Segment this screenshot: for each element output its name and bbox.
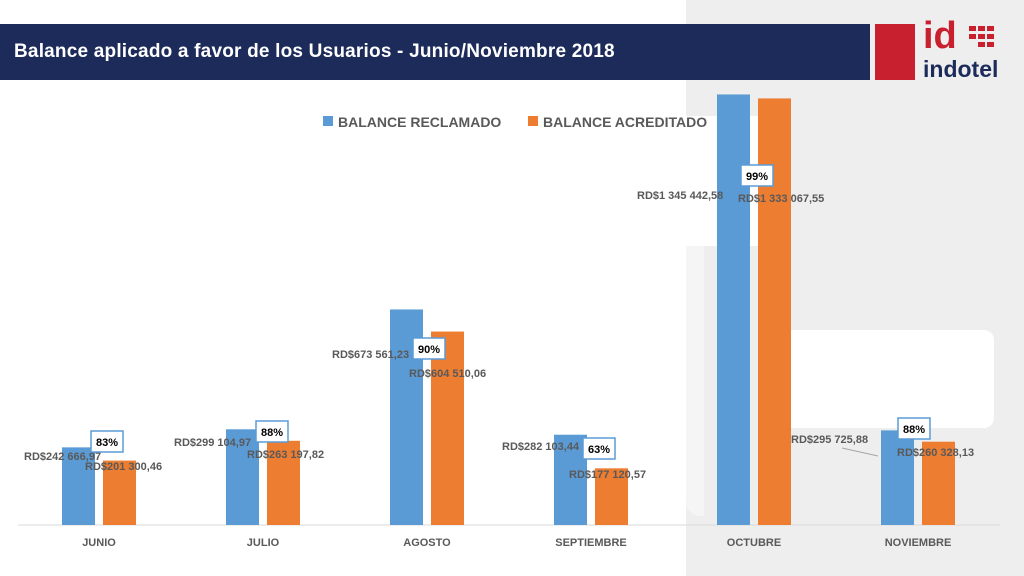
title-bar: Balance aplicado a favor de los Usuarios… [0, 24, 870, 80]
bar-reclamado-septiembre [554, 434, 587, 525]
logo-grid-icon [969, 26, 1001, 50]
percent-box [412, 337, 446, 360]
data-label-acreditado: RD$1 333 067,55 [738, 193, 824, 205]
data-label-acreditado: RD$263 197,82 [247, 449, 324, 461]
data-label-reclamado: RD$299 104,97 [174, 437, 251, 449]
percent-label: 90% [418, 344, 440, 356]
percent-box [90, 430, 124, 453]
logo-id-text: id [923, 15, 957, 57]
label-leader-line [841, 447, 879, 457]
data-label-reclamado: RD$242 666,97 [24, 451, 101, 463]
page-title: Balance aplicado a favor de los Usuarios… [14, 41, 615, 62]
percent-label: 63% [588, 444, 610, 456]
x-tick-label: AGOSTO [403, 537, 451, 549]
percent-box [897, 417, 931, 440]
bar-reclamado-octubre [717, 94, 750, 525]
x-tick-label: JUNIO [82, 537, 116, 549]
bar-acreditado-septiembre [595, 468, 628, 525]
data-label-acreditado: RD$201 300,46 [85, 461, 162, 473]
background-shape [760, 330, 994, 428]
data-label-reclamado: RD$1 345 442,58 [637, 190, 723, 202]
indotel-logo: id indotel [921, 16, 1005, 84]
percent-box [255, 420, 289, 443]
percent-label: 88% [903, 424, 925, 436]
bar-acreditado-julio [267, 440, 300, 525]
bar-acreditado-junio [103, 460, 136, 525]
bar-reclamado-julio [226, 429, 259, 525]
x-tick-label: SEPTIEMBRE [555, 537, 627, 549]
percent-label: 83% [96, 437, 118, 449]
bar-acreditado-octubre [758, 98, 791, 525]
legend-swatch-reclamado [323, 116, 333, 126]
percent-box [582, 437, 616, 460]
x-tick-label: NOVIEMBRE [885, 537, 952, 549]
bar-reclamado-junio [62, 447, 95, 525]
x-tick-label: JULIO [247, 537, 280, 549]
legend-label-acreditado: BALANCE ACREDITADO [543, 114, 707, 130]
percent-box [740, 164, 774, 187]
data-label-reclamado: RD$282 103,44 [502, 441, 580, 453]
legend-label-reclamado: BALANCE RECLAMADO [338, 114, 501, 130]
legend-swatch-acreditado [528, 116, 538, 126]
data-label-reclamado: RD$673 561,23 [332, 349, 409, 361]
data-label-acreditado: RD$177 120,57 [569, 469, 646, 481]
percent-label: 99% [746, 171, 768, 183]
percent-label: 88% [261, 427, 283, 439]
bar-acreditado-agosto [431, 331, 464, 525]
x-tick-label: OCTUBRE [727, 537, 781, 549]
logo-red-block [875, 24, 915, 80]
data-label-acreditado: RD$604 510,06 [409, 368, 486, 380]
data-label-acreditado: RD$260 328,13 [897, 447, 974, 459]
background-shape [686, 246, 704, 516]
bar-acreditado-noviembre [922, 441, 955, 525]
logo-word: indotel [923, 56, 999, 82]
data-label-reclamado: RD$295 725,88 [791, 434, 868, 446]
bar-reclamado-noviembre [881, 430, 914, 525]
